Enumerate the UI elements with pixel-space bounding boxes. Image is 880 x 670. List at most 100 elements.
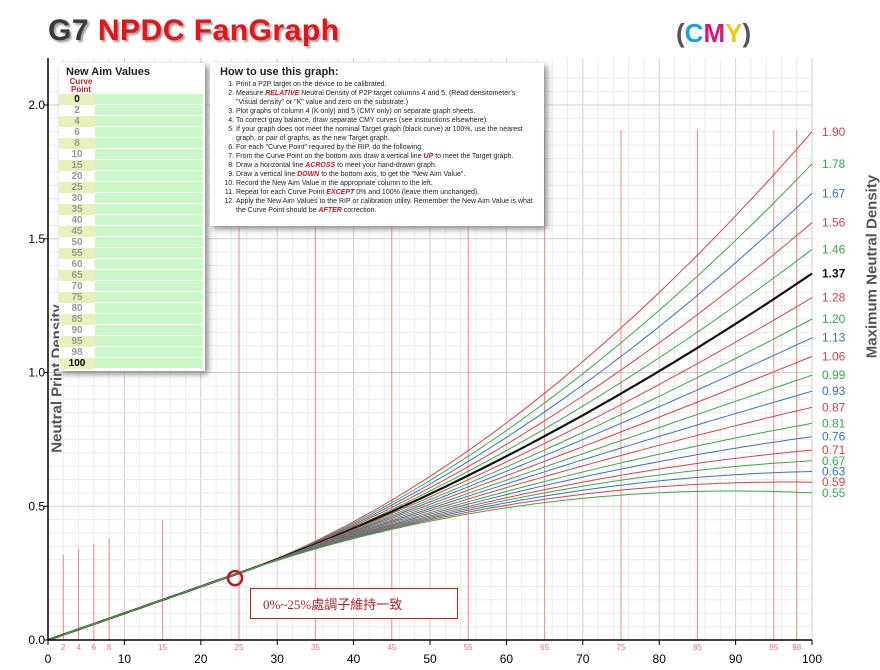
how-to-step: Plot graphs of column 4 (K only) and 5 (… xyxy=(236,107,538,116)
x-tick-label: 30 xyxy=(271,652,285,666)
aim-value-field[interactable] xyxy=(95,347,203,357)
aim-row: 60 xyxy=(59,259,205,270)
curve-point-value: 25 xyxy=(59,182,95,193)
new-aim-values-table: New Aim Values Curve Point 0 2 4 6 8 10 15 20 25… xyxy=(59,63,205,371)
aim-rows: 0 2 4 6 8 10 15 20 25 30 35 40 45 50 55 60 65 70 75 80 85 90 9… xyxy=(59,94,205,369)
aim-value-field[interactable] xyxy=(95,127,203,137)
curve-point-value: 20 xyxy=(71,171,83,182)
how-to-step: Apply the New Aim Values to the RIP or c… xyxy=(236,197,538,215)
aim-value-field[interactable] xyxy=(95,325,203,335)
aim-table-title: New Aim Values xyxy=(66,66,150,78)
title-main: NPDC FanGraph xyxy=(97,14,340,47)
aim-value-field[interactable] xyxy=(95,292,203,302)
curve-point-tick-label: 15 xyxy=(158,643,167,652)
page-title: G7 NPDC FanGraph xyxy=(48,14,339,48)
aim-row: 50 xyxy=(59,237,205,248)
y-tick-label: 0.5 xyxy=(28,499,45,513)
aim-value-field[interactable] xyxy=(95,270,203,280)
y-tick-label: 1.0 xyxy=(28,366,45,380)
aim-value-field[interactable] xyxy=(95,193,203,203)
x-tick-label: 60 xyxy=(500,652,514,666)
cmy-open-paren: ( xyxy=(676,18,685,48)
series-label: 1.46 xyxy=(822,242,846,256)
aim-value-field[interactable] xyxy=(95,237,203,247)
aim-value-field[interactable] xyxy=(95,94,203,104)
aim-row: 0 xyxy=(59,94,205,105)
x-tick-label: 50 xyxy=(423,652,437,666)
cmy-label: (CMY) xyxy=(676,18,751,49)
title-brand: G7 xyxy=(48,14,90,47)
x-tick-label: 90 xyxy=(729,652,743,666)
aim-value-field[interactable] xyxy=(95,314,203,324)
aim-value-field[interactable] xyxy=(95,182,203,192)
curve-point-value: 70 xyxy=(71,281,83,292)
aim-value-field[interactable] xyxy=(95,171,203,181)
series-label: 1.37 xyxy=(822,267,846,281)
curve-point-value: 50 xyxy=(71,237,83,248)
cmy-m: M xyxy=(703,18,726,48)
aim-row: 98 xyxy=(59,347,205,358)
y-tick-label: 1.5 xyxy=(28,232,45,246)
curve-point-value: 45 xyxy=(59,226,95,237)
aim-value-field[interactable] xyxy=(95,138,203,148)
aim-value-field[interactable] xyxy=(95,116,203,126)
aim-row: 95 xyxy=(59,336,205,347)
aim-row: 80 xyxy=(59,303,205,314)
aim-row: 20 xyxy=(59,171,205,182)
how-to-step: To correct gray balance, draw separate C… xyxy=(236,116,538,125)
aim-value-field[interactable] xyxy=(95,149,203,159)
curve-point-value: 90 xyxy=(71,325,83,336)
aim-value-field[interactable] xyxy=(95,160,203,170)
curve-point-value: 10 xyxy=(71,149,83,160)
cmy-y: Y xyxy=(725,18,743,48)
how-to-step: From the Curve Point on the bottom axis … xyxy=(236,152,538,161)
aim-value-field[interactable] xyxy=(95,281,203,291)
series-labels: 1.90 1.78 1.67 1.56 1.46 1.37 1.28 1.20 1.13 1.06… xyxy=(822,125,846,500)
aim-row: 85 xyxy=(59,314,205,325)
series-label: 0.81 xyxy=(822,416,846,430)
curve-point-tick-label: 95 xyxy=(769,643,778,652)
how-to-step: Measure RELATIVE Neutral Density of P2P … xyxy=(236,89,538,107)
series-label: 0.63 xyxy=(822,464,846,478)
series-label: 1.20 xyxy=(822,312,846,326)
cmy-close-paren: ) xyxy=(742,18,752,48)
curve-point-value: 15 xyxy=(59,160,95,171)
aim-row: 25 xyxy=(59,182,205,193)
curve-point-tick-label: 98 xyxy=(792,643,801,652)
curve-point-value: 30 xyxy=(71,193,83,204)
x-tick-label: 20 xyxy=(194,652,208,666)
aim-value-field[interactable] xyxy=(95,204,203,214)
curve-point-value: 80 xyxy=(71,303,83,314)
aim-value-field[interactable] xyxy=(95,105,203,115)
curve-point-value: 55 xyxy=(59,248,95,259)
aim-row: 8 xyxy=(59,138,205,149)
aim-value-field[interactable] xyxy=(95,226,203,236)
annotation-note: 0%~25%處調子維持一致 xyxy=(250,588,458,619)
curve-point-value: 98 xyxy=(71,347,83,358)
aim-row: 2 xyxy=(59,105,205,116)
how-to-title: How to use this graph: xyxy=(220,66,339,78)
series-label: 0.87 xyxy=(822,400,846,414)
series-label: 0.93 xyxy=(822,384,846,398)
aim-value-field[interactable] xyxy=(95,215,203,225)
series-label: 1.13 xyxy=(822,331,846,345)
x-tick-label: 0 xyxy=(45,652,52,666)
series-label: 0.99 xyxy=(822,368,846,382)
aim-value-field[interactable] xyxy=(95,303,203,313)
aim-value-field[interactable] xyxy=(95,358,203,368)
curve-point-tick-label: 55 xyxy=(464,643,473,652)
how-to-panel: How to use this graph: Print a P2P targe… xyxy=(210,63,544,226)
aim-row: 15 xyxy=(59,160,205,171)
aim-row: 75 xyxy=(59,292,205,303)
x-tick-label: 10 xyxy=(118,652,132,666)
y-axis-label-right: Maximum Neutral Density xyxy=(863,174,880,359)
curve-point-value: 0 xyxy=(59,94,95,105)
aim-value-field[interactable] xyxy=(95,248,203,258)
how-to-step: Draw a vertical line DOWN to the bottom … xyxy=(236,170,538,179)
aim-value-field[interactable] xyxy=(95,336,203,346)
how-to-step: Print a P2P target on the device to be c… xyxy=(236,80,538,89)
aim-value-field[interactable] xyxy=(95,259,203,269)
curve-point-value: 60 xyxy=(71,259,83,270)
curve-point-tick-label: 35 xyxy=(311,643,320,652)
